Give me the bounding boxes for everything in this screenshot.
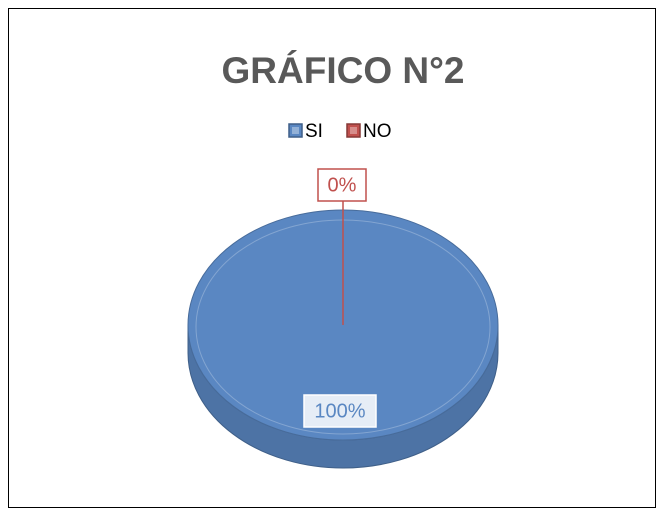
value-label-box xyxy=(303,394,377,428)
legend-swatch xyxy=(346,123,361,138)
value-label: 0% xyxy=(328,174,357,196)
legend-label: SI xyxy=(305,121,323,142)
pie xyxy=(187,196,499,469)
legend-swatch xyxy=(288,123,303,138)
chart-title: GRÁFICO N°2 xyxy=(222,50,465,91)
value-labels: 100% 0% xyxy=(303,168,377,428)
legend-label: NO xyxy=(363,121,392,142)
legend: SI NO xyxy=(288,121,392,142)
legend-swatch-highlight xyxy=(350,127,357,134)
legend-swatch-highlight xyxy=(292,127,299,134)
value-label-box xyxy=(317,168,367,202)
value-label: 100% xyxy=(314,400,365,422)
